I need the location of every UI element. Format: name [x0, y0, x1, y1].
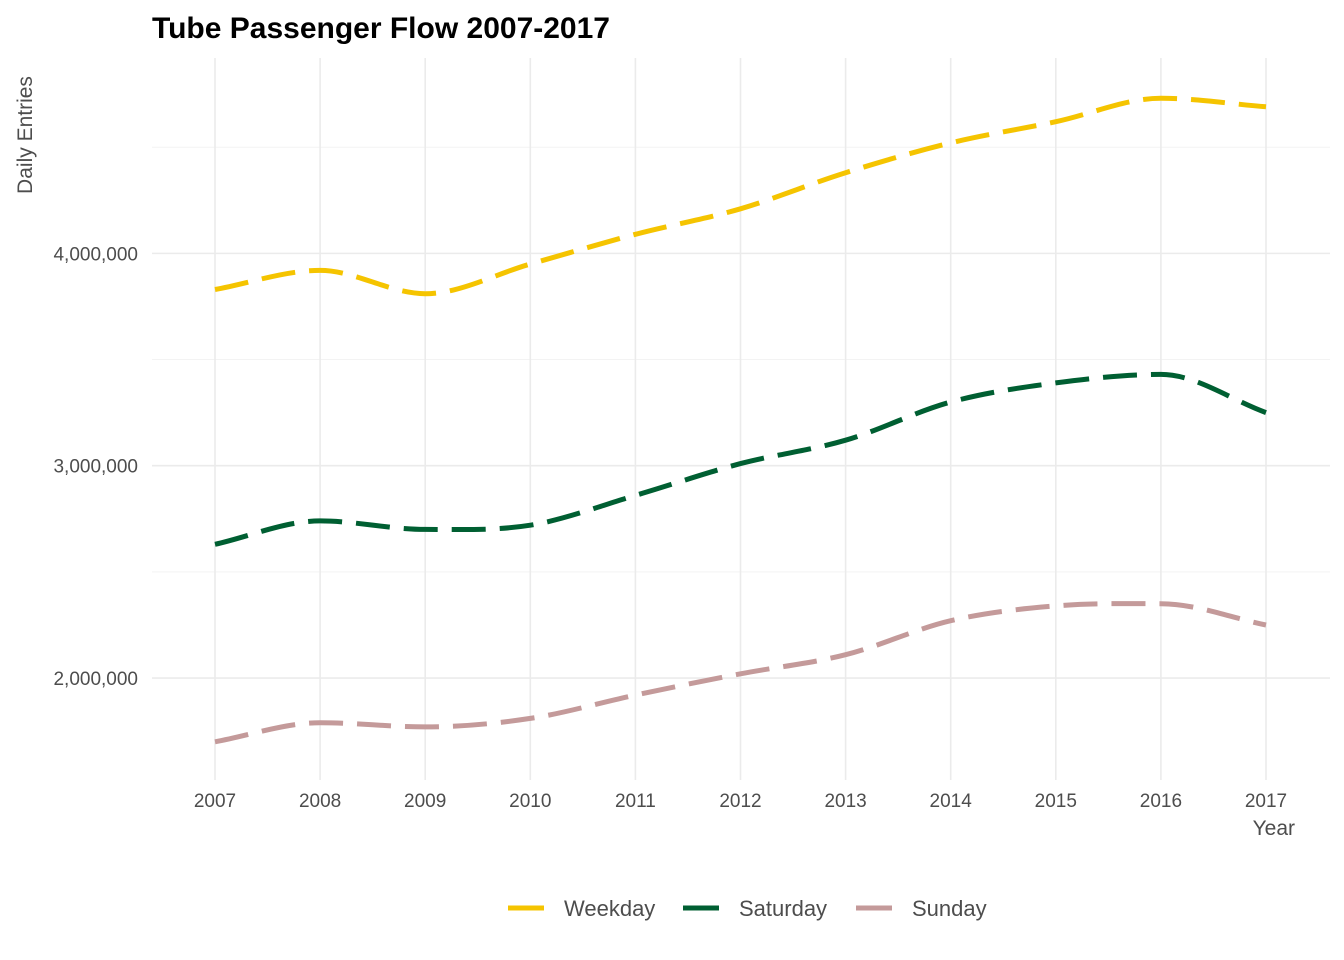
series-line-weekday [214, 95, 1267, 297]
x-tick-label: 2014 [930, 791, 973, 812]
legend: Weekday Saturday Sunday [508, 896, 987, 921]
y-tick-label: 4,000,000 [53, 244, 138, 265]
y-axis-ticks: 2,000,000 3,000,000 4,000,000 [53, 244, 138, 690]
x-tick-label: 2017 [1245, 791, 1287, 812]
x-tick-label: 2010 [509, 791, 551, 812]
legend-label-saturday: Saturday [739, 896, 827, 921]
chart-title: Tube Passenger Flow 2007-2017 [152, 12, 610, 45]
x-tick-label: 2012 [719, 791, 761, 812]
x-tick-label: 2009 [404, 791, 446, 812]
x-tick-label: 2011 [615, 791, 656, 812]
x-tick-label: 2013 [824, 791, 866, 812]
legend-label-weekday: Weekday [564, 896, 655, 921]
x-tick-label: 2016 [1140, 791, 1182, 812]
y-axis-title: Daily Entries [14, 76, 37, 194]
series-lines [214, 95, 1267, 745]
x-tick-label: 2008 [299, 791, 341, 812]
y-tick-label: 3,000,000 [53, 457, 138, 478]
x-tick-label: 2007 [194, 791, 236, 812]
series-line-sunday [214, 601, 1267, 745]
y-tick-label: 2,000,000 [53, 669, 138, 690]
series-line-saturday [214, 371, 1267, 547]
x-axis-ticks: 2007 2008 2009 2010 2011 2012 2013 2014 2015 2016… [194, 791, 1287, 812]
legend-label-sunday: Sunday [912, 896, 987, 921]
x-axis-title: Year [1253, 817, 1295, 840]
x-tick-label: 2015 [1035, 791, 1077, 812]
